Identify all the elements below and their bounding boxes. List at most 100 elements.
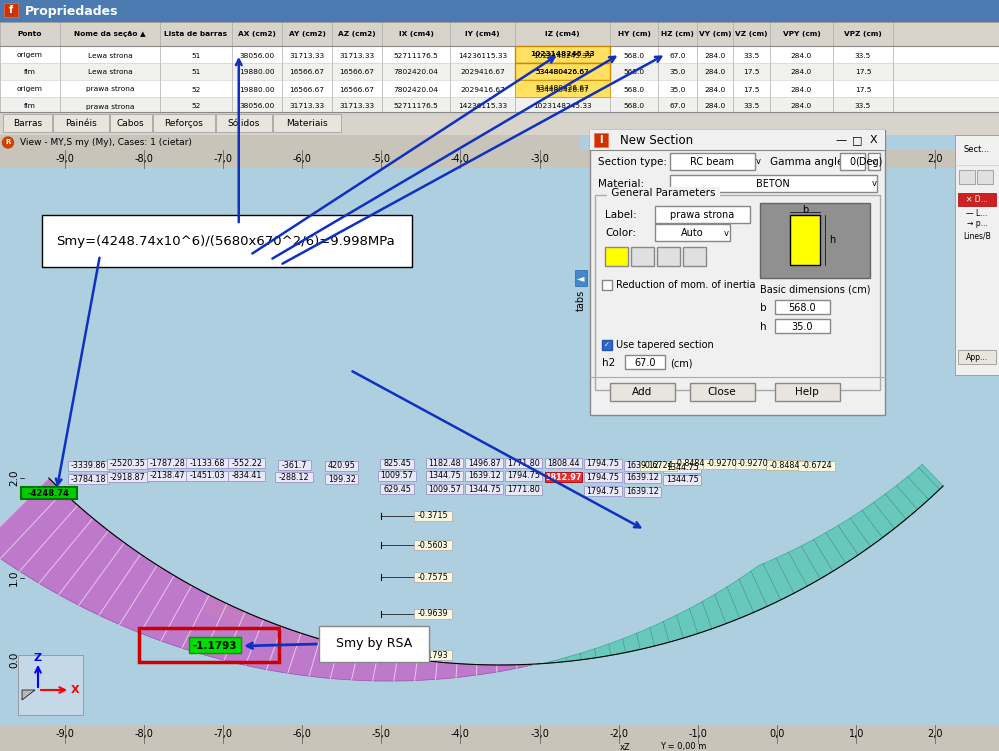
Bar — [426, 458, 464, 468]
Text: 16566.67: 16566.67 — [290, 86, 325, 92]
Bar — [515, 63, 610, 80]
Text: 1794.75: 1794.75 — [586, 487, 619, 496]
Text: 568.0: 568.0 — [788, 303, 816, 313]
Text: 284.0: 284.0 — [704, 70, 725, 76]
Bar — [276, 472, 313, 482]
Text: -3784.18: -3784.18 — [71, 475, 106, 484]
Text: VZ (cm): VZ (cm) — [735, 31, 768, 37]
Bar — [605, 247, 628, 266]
Text: Basic dimensions (cm): Basic dimensions (cm) — [760, 285, 870, 295]
Text: 16566.67: 16566.67 — [290, 70, 325, 76]
Bar — [505, 485, 542, 495]
Bar — [381, 459, 414, 469]
Text: 14236115.33: 14236115.33 — [458, 104, 507, 110]
Text: 2029416.67: 2029416.67 — [461, 70, 504, 76]
Bar — [623, 461, 661, 471]
Text: RC beam: RC beam — [690, 157, 734, 167]
Text: Add: Add — [632, 387, 652, 397]
Text: Lines/B: Lines/B — [963, 231, 991, 240]
Bar — [228, 458, 266, 468]
Bar — [959, 170, 975, 184]
Text: Ponto: Ponto — [18, 31, 42, 37]
Polygon shape — [0, 478, 531, 681]
Bar — [625, 355, 665, 369]
Bar — [18, 655, 83, 715]
Bar — [639, 461, 677, 471]
Bar — [670, 175, 877, 192]
Bar — [584, 486, 621, 496]
Bar — [325, 474, 359, 484]
Text: -0.9639: -0.9639 — [418, 610, 449, 619]
Text: Reforços: Reforços — [165, 119, 204, 128]
Text: Color:: Color: — [605, 228, 636, 238]
Text: -1133.68: -1133.68 — [190, 459, 225, 468]
Text: 1808.44: 1808.44 — [547, 459, 579, 468]
Text: 67.0: 67.0 — [669, 53, 685, 59]
Text: 31713.33: 31713.33 — [290, 53, 325, 59]
Text: Sólidos: Sólidos — [228, 119, 260, 128]
Text: 1344.75: 1344.75 — [665, 475, 698, 484]
Bar — [0, 97, 999, 114]
Bar — [415, 511, 453, 521]
Text: 1023148245.33: 1023148245.33 — [533, 104, 591, 110]
Text: Label:: Label: — [605, 210, 636, 220]
Text: 67.0: 67.0 — [669, 104, 685, 110]
Bar — [0, 725, 999, 743]
Bar — [0, 135, 580, 150]
Text: 2,0: 2,0 — [928, 729, 943, 739]
Text: -2520.35: -2520.35 — [110, 460, 146, 469]
Bar — [703, 459, 740, 469]
Text: Propriedades: Propriedades — [25, 5, 119, 17]
Text: -3,0: -3,0 — [530, 729, 549, 739]
Text: 52711176.5: 52711176.5 — [394, 53, 439, 59]
Text: -9,0: -9,0 — [55, 154, 74, 164]
Text: -834.41: -834.41 — [232, 472, 262, 481]
Text: 568.0: 568.0 — [623, 104, 644, 110]
Text: -6,0: -6,0 — [293, 729, 312, 739]
Text: AZ (cm2): AZ (cm2) — [339, 31, 376, 37]
Text: 52: 52 — [192, 104, 201, 110]
Text: Gamma angle:: Gamma angle: — [770, 157, 847, 167]
Bar — [690, 383, 755, 401]
Text: 1639.12: 1639.12 — [626, 473, 659, 482]
Bar — [228, 471, 266, 481]
Text: 1812.97: 1812.97 — [545, 472, 581, 481]
Text: -552.22: -552.22 — [231, 459, 262, 468]
Text: -0.9270: -0.9270 — [738, 460, 768, 469]
Text: 38056.00: 38056.00 — [240, 53, 275, 59]
Text: h: h — [829, 235, 835, 245]
Text: VPZ (cm): VPZ (cm) — [844, 31, 882, 37]
Bar — [594, 133, 608, 147]
Bar — [655, 224, 730, 241]
Bar — [868, 153, 880, 170]
Text: AY (cm2): AY (cm2) — [289, 31, 326, 37]
Text: ◄: ◄ — [577, 273, 584, 283]
Text: IZ (cm4): IZ (cm4) — [545, 31, 579, 37]
Text: 629.45: 629.45 — [384, 484, 411, 493]
Bar — [0, 743, 999, 751]
Text: -8,0: -8,0 — [134, 729, 153, 739]
Text: b: b — [802, 205, 808, 215]
Bar — [107, 459, 149, 469]
Text: 38056.00: 38056.00 — [240, 104, 275, 110]
Text: (Deg): (Deg) — [855, 157, 883, 167]
Bar — [42, 215, 412, 267]
Text: 0,0: 0,0 — [769, 154, 785, 164]
Bar — [775, 300, 830, 314]
Bar — [325, 461, 359, 471]
Bar — [273, 114, 341, 132]
Bar — [958, 350, 996, 364]
Text: Reduction of mom. of inertia: Reduction of mom. of inertia — [616, 280, 755, 290]
Text: -2918.87: -2918.87 — [110, 472, 146, 481]
Text: □: □ — [852, 135, 862, 145]
Text: -2,0: -2,0 — [609, 154, 628, 164]
Text: Smy=(4248.74x10^6)/(5680x670^2/6)=9.998MPa: Smy=(4248.74x10^6)/(5680x670^2/6)=9.998M… — [56, 234, 395, 248]
Bar — [68, 461, 109, 471]
Bar — [379, 471, 416, 481]
Bar — [466, 471, 502, 481]
Bar — [426, 471, 464, 481]
Text: 31713.33: 31713.33 — [340, 53, 375, 59]
Text: -361.7: -361.7 — [282, 460, 307, 469]
Bar — [147, 471, 188, 481]
Bar — [186, 471, 228, 481]
